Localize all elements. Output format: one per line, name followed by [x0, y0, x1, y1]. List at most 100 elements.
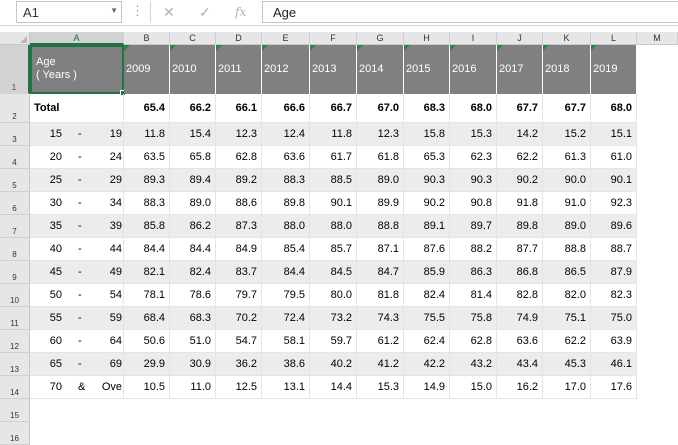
value-cell[interactable]: 87.7: [497, 238, 543, 261]
value-cell[interactable]: 61.0: [591, 146, 637, 169]
row-header-2[interactable]: 2: [0, 94, 30, 123]
cell-a1-age-header[interactable]: Age( Years ): [30, 45, 126, 96]
value-cell[interactable]: 12.3: [357, 123, 404, 146]
value-cell[interactable]: 79.7: [216, 284, 262, 307]
year-header-2009[interactable]: 2009: [124, 45, 170, 94]
value-cell[interactable]: 90.2: [404, 192, 450, 215]
value-cell[interactable]: 87.1: [357, 238, 404, 261]
value-cell[interactable]: 82.8: [497, 284, 543, 307]
year-header-2012[interactable]: 2012: [262, 45, 310, 94]
total-value-cell[interactable]: 68.0: [450, 94, 497, 123]
value-cell[interactable]: 79.5: [262, 284, 310, 307]
value-cell[interactable]: 43.2: [450, 353, 497, 376]
column-header-g[interactable]: G: [357, 32, 404, 45]
value-cell[interactable]: 84.4: [262, 261, 310, 284]
value-cell[interactable]: 15.3: [450, 123, 497, 146]
age-group-cell[interactable]: 15 - 19: [30, 123, 124, 146]
formula-input[interactable]: Age: [262, 1, 678, 23]
value-cell[interactable]: 63.6: [262, 146, 310, 169]
value-cell[interactable]: 62.4: [404, 330, 450, 353]
value-cell[interactable]: 81.8: [357, 284, 404, 307]
total-value-cell[interactable]: 67.0: [357, 94, 404, 123]
row-header-13[interactable]: 13: [0, 353, 30, 376]
column-header-c[interactable]: C: [170, 32, 216, 45]
row-header-3[interactable]: 3: [0, 123, 30, 146]
total-value-cell[interactable]: 65.4: [124, 94, 170, 123]
year-header-2015[interactable]: 2015: [404, 45, 450, 94]
column-header-b[interactable]: B: [124, 32, 170, 45]
age-group-cell[interactable]: 45 - 49: [30, 261, 124, 284]
value-cell[interactable]: 61.3: [543, 146, 591, 169]
value-cell[interactable]: 70.2: [216, 307, 262, 330]
value-cell[interactable]: 89.8: [497, 215, 543, 238]
row-header-14[interactable]: 14: [0, 376, 30, 399]
value-cell[interactable]: 89.7: [450, 215, 497, 238]
year-header-2016[interactable]: 2016: [450, 45, 497, 94]
value-cell[interactable]: 12.4: [262, 123, 310, 146]
age-group-cell[interactable]: 60 - 64: [30, 330, 124, 353]
age-group-cell[interactable]: 40 - 44: [30, 238, 124, 261]
row-header-5[interactable]: 5: [0, 169, 30, 192]
row-header-10[interactable]: 10: [0, 284, 30, 307]
value-cell[interactable]: 40.2: [310, 353, 357, 376]
total-value-cell[interactable]: 67.7: [497, 94, 543, 123]
value-cell[interactable]: 83.7: [216, 261, 262, 284]
value-cell[interactable]: 85.4: [262, 238, 310, 261]
value-cell[interactable]: 88.0: [262, 215, 310, 238]
year-header-2011[interactable]: 2011: [216, 45, 262, 94]
value-cell[interactable]: 17.0: [543, 376, 591, 399]
value-cell[interactable]: 62.3: [450, 146, 497, 169]
cancel-icon[interactable]: ✕: [163, 4, 175, 20]
value-cell[interactable]: 11.0: [170, 376, 216, 399]
value-cell[interactable]: 68.3: [170, 307, 216, 330]
year-header-2010[interactable]: 2010: [170, 45, 216, 94]
enter-icon[interactable]: ✓: [199, 4, 211, 20]
value-cell[interactable]: 90.8: [450, 192, 497, 215]
value-cell[interactable]: 14.9: [404, 376, 450, 399]
value-cell[interactable]: 88.2: [450, 238, 497, 261]
value-cell[interactable]: 91.0: [543, 192, 591, 215]
value-cell[interactable]: 38.6: [262, 353, 310, 376]
value-cell[interactable]: 62.2: [497, 146, 543, 169]
value-cell[interactable]: 54.7: [216, 330, 262, 353]
value-cell[interactable]: 62.8: [216, 146, 262, 169]
value-cell[interactable]: 90.1: [591, 169, 637, 192]
value-cell[interactable]: 91.8: [497, 192, 543, 215]
value-cell[interactable]: 89.0: [357, 169, 404, 192]
value-cell[interactable]: 89.6: [591, 215, 637, 238]
value-cell[interactable]: 61.2: [357, 330, 404, 353]
total-value-cell[interactable]: 66.7: [310, 94, 357, 123]
value-cell[interactable]: 45.3: [543, 353, 591, 376]
column-header-m[interactable]: M: [637, 32, 678, 45]
value-cell[interactable]: 63.5: [124, 146, 170, 169]
age-group-cell[interactable]: 25 - 29: [30, 169, 124, 192]
value-cell[interactable]: 75.1: [543, 307, 591, 330]
value-cell[interactable]: 80.0: [310, 284, 357, 307]
value-cell[interactable]: 74.3: [357, 307, 404, 330]
name-box-dropdown-icon[interactable]: ▼: [110, 6, 118, 15]
value-cell[interactable]: 50.6: [124, 330, 170, 353]
insert-function-icon[interactable]: fx: [235, 5, 247, 19]
value-cell[interactable]: 84.4: [124, 238, 170, 261]
year-header-2018[interactable]: 2018: [543, 45, 591, 94]
value-cell[interactable]: 89.0: [170, 192, 216, 215]
value-cell[interactable]: 17.6: [591, 376, 637, 399]
value-cell[interactable]: 15.1: [591, 123, 637, 146]
value-cell[interactable]: 90.3: [450, 169, 497, 192]
age-group-cell[interactable]: 30 - 34: [30, 192, 124, 215]
value-cell[interactable]: 15.8: [404, 123, 450, 146]
value-cell[interactable]: 88.7: [591, 238, 637, 261]
row-header-16[interactable]: 16: [0, 422, 30, 445]
value-cell[interactable]: 89.8: [262, 192, 310, 215]
value-cell[interactable]: 51.0: [170, 330, 216, 353]
value-cell[interactable]: 75.0: [591, 307, 637, 330]
row-header-9[interactable]: 9: [0, 261, 30, 284]
row-header-6[interactable]: 6: [0, 192, 30, 215]
column-header-f[interactable]: F: [310, 32, 357, 45]
value-cell[interactable]: 14.4: [310, 376, 357, 399]
value-cell[interactable]: 89.9: [357, 192, 404, 215]
value-cell[interactable]: 89.3: [124, 169, 170, 192]
value-cell[interactable]: 65.8: [170, 146, 216, 169]
value-cell[interactable]: 43.4: [497, 353, 543, 376]
total-value-cell[interactable]: 66.6: [262, 94, 310, 123]
